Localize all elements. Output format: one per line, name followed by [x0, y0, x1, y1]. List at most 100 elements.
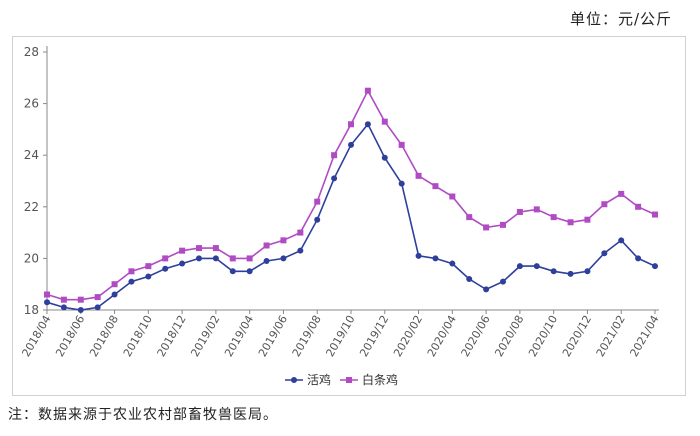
data-point [44, 299, 50, 306]
y-tick-labels: 18 20 22 24 26 28 [24, 45, 39, 317]
legend-item-2: 白条鸡 [340, 372, 398, 387]
data-point [364, 121, 371, 128]
data-point [449, 260, 456, 267]
x-tick-label: 2019/06 [256, 313, 290, 359]
data-point [162, 255, 169, 262]
data-point [179, 260, 186, 267]
data-point [466, 276, 473, 283]
data-point [449, 193, 456, 200]
data-point [196, 245, 202, 252]
x-tick-label: 2020/08 [492, 313, 526, 359]
data-point [483, 224, 490, 231]
series [44, 87, 658, 313]
data-point [331, 152, 338, 159]
data-point [618, 237, 625, 244]
data-point [179, 247, 186, 254]
data-point [533, 206, 540, 213]
data-point [550, 214, 557, 221]
data-point [601, 250, 608, 257]
series-2 [44, 87, 658, 303]
data-point [94, 304, 101, 311]
data-point [263, 242, 270, 249]
data-point [145, 273, 152, 280]
legend-swatch-marker [291, 377, 297, 383]
legend-label: 白条鸡 [362, 372, 398, 387]
data-point [60, 304, 67, 311]
data-point [516, 208, 523, 215]
data-point [415, 172, 422, 179]
legend-item-1: 活鸡 [285, 372, 331, 387]
data-point [533, 263, 540, 270]
data-point [229, 255, 236, 262]
x-tick-label: 2018/06 [53, 313, 87, 359]
data-point [212, 255, 219, 262]
x-tick-label: 2019/04 [222, 313, 256, 359]
x-tick-label: 2018/08 [87, 313, 121, 359]
y-tick-label: 22 [24, 200, 39, 214]
data-point [432, 255, 439, 262]
data-point [432, 183, 439, 190]
x-tick-label: 2018/12 [155, 313, 189, 359]
data-point [398, 141, 405, 148]
data-point [550, 268, 557, 275]
x-tick-label: 2019/08 [290, 313, 324, 359]
data-point [618, 190, 625, 197]
data-point [111, 291, 118, 298]
data-point [483, 286, 490, 293]
data-point [196, 255, 202, 262]
data-point [297, 247, 304, 254]
data-point [314, 216, 321, 223]
data-point [567, 219, 574, 226]
x-tick-label: 2020/04 [425, 313, 459, 359]
data-point [263, 257, 270, 264]
data-point [348, 121, 354, 128]
x-tick-label: 2020/12 [560, 313, 594, 359]
data-point [229, 268, 236, 275]
data-point [398, 180, 405, 187]
x-tick-label: 2018/04 [19, 313, 53, 359]
data-point [500, 278, 506, 285]
x-tick-label: 2021/04 [627, 313, 661, 359]
data-point [348, 141, 354, 148]
data-point [77, 296, 84, 303]
legend-label: 活鸡 [307, 372, 331, 387]
data-point [516, 263, 523, 270]
data-point [500, 221, 506, 228]
data-point [584, 268, 591, 275]
data-point [145, 263, 152, 270]
series-1 [44, 121, 658, 313]
data-point [652, 211, 658, 218]
chart-frame [12, 36, 686, 396]
y-tick-label: 26 [24, 97, 39, 111]
data-point [381, 118, 388, 125]
data-point [381, 154, 388, 161]
data-point [94, 294, 101, 301]
data-point [297, 229, 304, 236]
x-tick-label: 2018/10 [121, 313, 155, 359]
data-point [77, 307, 84, 313]
y-tick-label: 20 [24, 251, 39, 265]
x-tick-label: 2019/10 [323, 313, 357, 359]
legend: 活鸡 白条鸡 [285, 372, 398, 387]
x-tick-label: 2020/06 [459, 313, 493, 359]
x-tick-labels: 2018/04 2018/06 2018/08 2018/10 2018/12 2019/… [19, 313, 661, 359]
data-point [212, 245, 219, 252]
x-tick-label: 2019/02 [188, 313, 222, 359]
legend-swatch-marker [346, 377, 352, 383]
x-tick-label: 2021/02 [594, 313, 628, 359]
source-note: 注：数据来源于农业农村部畜牧兽医局。 [8, 407, 278, 423]
unit-label: 单位：元/公斤 [569, 10, 672, 28]
series-line [46, 122, 656, 311]
data-point [246, 268, 253, 275]
data-point [567, 270, 574, 277]
data-point [635, 203, 642, 210]
data-point [246, 255, 253, 262]
x-tick-label: 2020/10 [526, 313, 560, 359]
x-tick-label: 2020/02 [391, 313, 425, 359]
data-point [280, 237, 287, 244]
data-point [652, 263, 658, 270]
y-tick-label: 28 [24, 45, 39, 59]
data-point [364, 87, 371, 94]
data-point [44, 291, 50, 298]
